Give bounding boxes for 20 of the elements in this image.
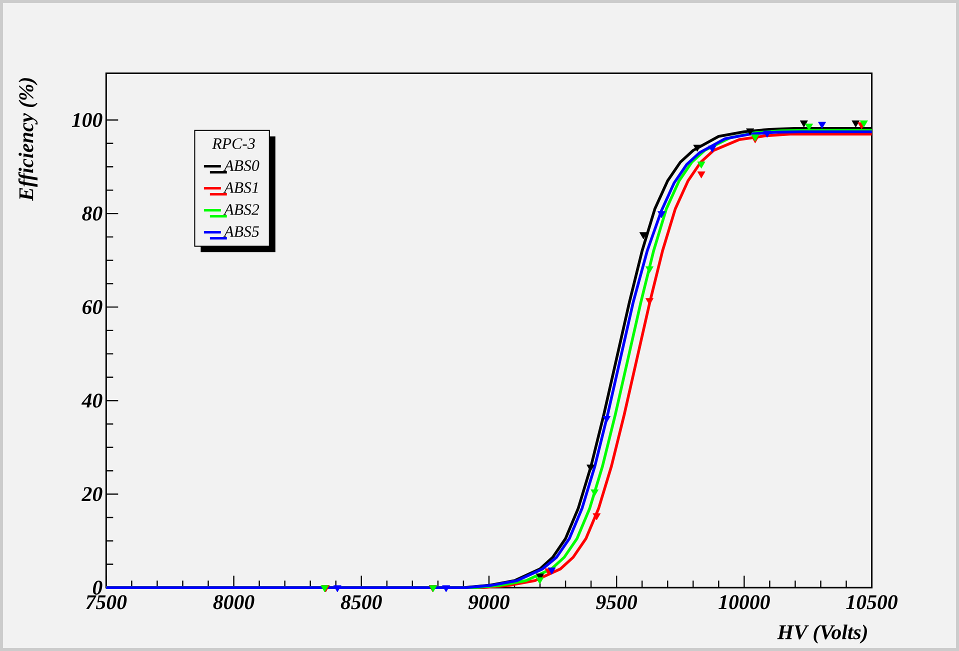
y-axis-title: Efficiency (%) [18, 78, 38, 202]
y-tick-label: 40 [81, 394, 102, 408]
x-axis-title: HV (Volts) [777, 624, 867, 644]
legend-title: RPC-3 [212, 138, 255, 149]
legend-label: ABS1 [223, 182, 258, 193]
y-tick-label: 20 [82, 487, 102, 502]
x-tick-label: 9000 [468, 595, 510, 610]
y-tick-label: 0 [92, 580, 102, 595]
x-tick-label: 10500 [846, 595, 898, 610]
y-tick-label: 100 [72, 113, 102, 128]
legend-label: ABS0 [223, 160, 260, 172]
y-tick-label: 60 [82, 300, 102, 314]
legend-label: ABS5 [223, 226, 259, 237]
x-tick-label: 10000 [718, 595, 770, 610]
legend-label: ABS2 [223, 204, 260, 215]
x-tick-label: 8000 [213, 595, 254, 610]
x-tick-label: 7500 [86, 595, 127, 610]
y-tick-label: 80 [82, 206, 102, 221]
x-tick-label: 8500 [340, 595, 382, 610]
x-tick-label: 9500 [596, 595, 638, 610]
